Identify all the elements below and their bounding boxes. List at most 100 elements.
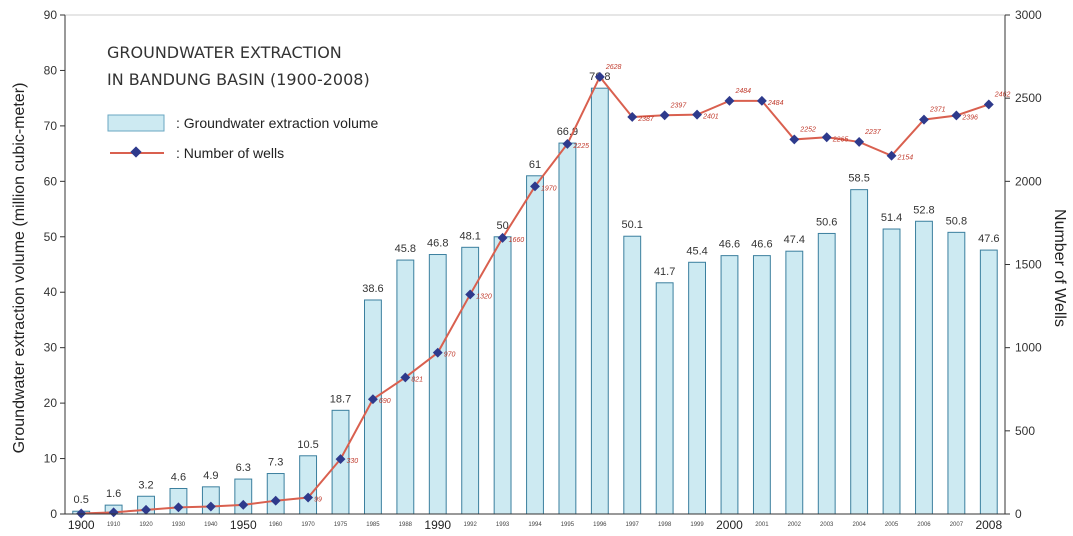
- wells-value-label: 1320: [476, 293, 492, 300]
- wells-value-label: 1970: [541, 185, 557, 192]
- wells-value-label: 2387: [637, 116, 655, 123]
- chart-title-line-2: IN BANDUNG BASIN (1900-2008): [107, 70, 370, 89]
- legend: : Groundwater extraction volume : Number…: [107, 114, 379, 161]
- bar-value-label: 0.5: [74, 494, 89, 506]
- x-tick-label: 1960: [269, 522, 283, 528]
- x-tick-label: 2005: [885, 522, 899, 528]
- y-left-tick-label: 80: [44, 63, 58, 77]
- wells-marker-1950: [238, 499, 249, 510]
- bar-2008: [979, 249, 998, 515]
- bar-value-label: 61: [529, 159, 541, 171]
- wells-value-label: 2397: [670, 102, 688, 109]
- bar-1998: [655, 282, 674, 515]
- x-tick-label: 2003: [820, 522, 834, 528]
- bar-2007: [947, 231, 966, 515]
- wells-value-label: 2225: [572, 143, 589, 150]
- wells-value-label: 99: [314, 497, 322, 504]
- bar-value-label: 50.1: [622, 219, 643, 231]
- x-tick-label: 1975: [334, 522, 348, 528]
- x-tick-label: 1900: [68, 518, 95, 532]
- wells-marker-1920: [141, 504, 151, 515]
- wells-marker-2000: [724, 95, 735, 106]
- y-left-tick-label: 0: [50, 507, 57, 521]
- x-tick-label: 2008: [975, 518, 1002, 532]
- x-tick-label: 2001: [755, 522, 769, 528]
- x-tick-label: 1998: [658, 522, 672, 528]
- wells-value-label: 2484: [734, 88, 751, 95]
- bar-1970: [299, 455, 318, 515]
- wells-marker-1988: [400, 372, 411, 383]
- y-right-tick-label: 0: [1015, 507, 1022, 521]
- y-left-tick-label: 10: [44, 452, 58, 466]
- x-tick-label: 1970: [301, 522, 315, 528]
- bar-value-label: 52.8: [913, 204, 934, 216]
- wells-marker-1940: [205, 501, 216, 512]
- wells-value-label: 2396: [961, 114, 978, 121]
- bar-1994: [526, 175, 544, 515]
- bar-label-group: 0.5 1.6 3.2 4.6 4.9 6.3 7.3 10.5 18.7 38.6 45.8 46.…: [74, 71, 1000, 506]
- bar-1993: [493, 236, 512, 515]
- wells-marker-1992: [465, 289, 476, 300]
- y-left-tick-label: 40: [44, 285, 58, 299]
- wells-value-label: 2265: [832, 136, 849, 143]
- wells-marker-1975: [335, 454, 346, 465]
- wells-marker-1960: [270, 495, 281, 506]
- wells-line-series: [76, 71, 994, 519]
- x-tick-label: 2006: [917, 522, 931, 528]
- wells-marker-1993: [497, 232, 508, 243]
- bar-value-label: 46.8: [427, 238, 448, 250]
- x-tick-label: 1950: [230, 518, 257, 532]
- bar-value-label: 4.9: [203, 470, 218, 482]
- x-tick-label: 2000: [716, 518, 743, 532]
- bar-value-label: 46.6: [719, 239, 740, 251]
- bar-value-label: 10.5: [297, 439, 318, 451]
- bar-1999: [688, 261, 706, 515]
- legend-line-label: : Number of wells: [176, 145, 284, 161]
- wells-marker-1970: [303, 492, 314, 503]
- wells-marker-1998: [659, 110, 670, 121]
- wells-value-label: 2252: [799, 126, 816, 133]
- bar-value-label: 45.8: [395, 243, 416, 255]
- bar-value-label: 58.5: [848, 173, 869, 185]
- bar-1996: [590, 87, 609, 515]
- wells-value-label: 2628: [605, 64, 622, 71]
- y-left-axis-title: Groundwater extraction volume (million c…: [11, 83, 28, 454]
- y-left-tick-label: 50: [44, 230, 58, 244]
- wells-value-label: 2484: [767, 100, 784, 107]
- legend-line-marker: [130, 146, 142, 158]
- y-right-tick-label: 500: [1015, 424, 1035, 438]
- bar-1960: [266, 473, 285, 515]
- bar-1995: [558, 142, 577, 515]
- y-left-tick-label: 90: [44, 8, 58, 22]
- bar-value-label: 51.4: [881, 212, 902, 224]
- bar-value-label: 50: [496, 220, 508, 232]
- x-tick-label: 1994: [528, 522, 542, 528]
- wells-marker-1996: [594, 71, 605, 82]
- wells-marker-2007: [951, 110, 962, 121]
- wells-marker-1994: [530, 181, 540, 192]
- bar-value-label: 50.8: [946, 215, 967, 227]
- wells-value-label: 690: [379, 398, 391, 405]
- bar-1990: [428, 254, 447, 515]
- bar-series: [72, 87, 998, 515]
- wells-value-label: 2154: [897, 155, 914, 162]
- wells-value-label: 1660: [509, 237, 525, 244]
- bar-2000: [720, 255, 739, 515]
- bar-value-label: 38.6: [362, 283, 383, 295]
- y-right-tick-label: 2000: [1015, 174, 1042, 188]
- legend-bar-label: : Groundwater extraction volume: [176, 115, 379, 131]
- bar-value-label: 3.2: [138, 479, 153, 491]
- wells-value-label: 2401: [702, 114, 719, 121]
- bar-2001: [752, 255, 771, 515]
- wells-value-label: 2371: [929, 107, 946, 114]
- bar-value-label: 50.6: [816, 216, 837, 228]
- bar-2003: [817, 232, 836, 515]
- bar-1997: [623, 235, 642, 515]
- x-tick-label: 1995: [561, 522, 575, 528]
- x-tick-label: 1992: [463, 522, 477, 528]
- wells-marker-2008: [983, 99, 994, 110]
- wells-marker-2003: [821, 132, 832, 143]
- y-right-axis-title: Number of Wells: [1051, 209, 1068, 327]
- bar-value-label: 48.1: [459, 230, 480, 242]
- wells-marker-2004: [854, 136, 865, 147]
